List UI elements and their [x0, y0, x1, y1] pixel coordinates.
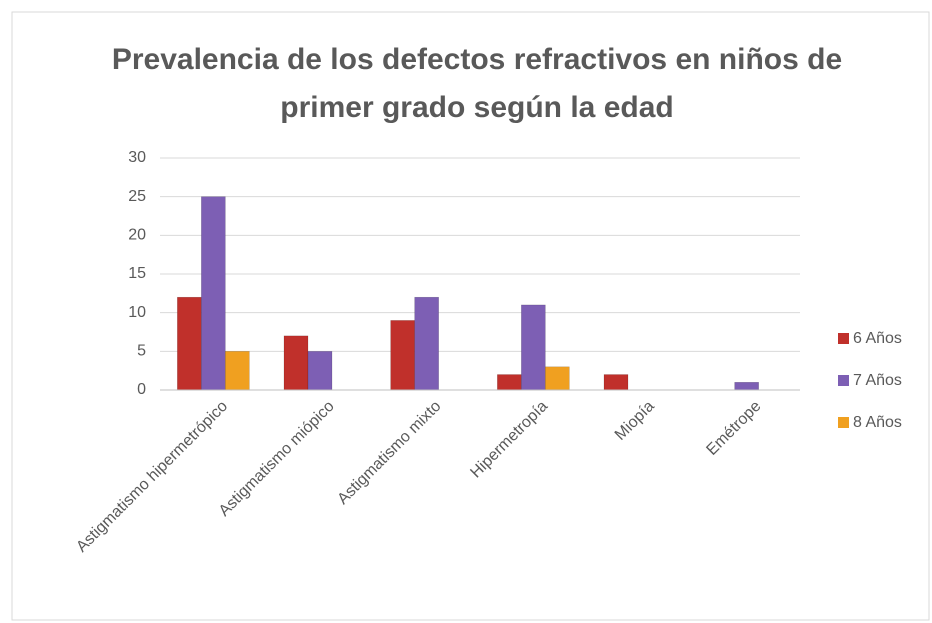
bar	[603, 374, 629, 391]
y-tick-label: 10	[128, 304, 146, 321]
bar	[177, 296, 202, 391]
chart-frame	[11, 11, 930, 621]
bar	[734, 382, 759, 391]
x-tick-label: Hipermetropía	[467, 398, 551, 482]
x-tick-label: Miopía	[612, 398, 658, 444]
x-tick-label: Emétrope	[703, 398, 764, 459]
legend-label: 7 Años	[853, 372, 902, 389]
legend-swatch	[838, 375, 849, 386]
bar	[414, 296, 439, 391]
y-tick-label: 25	[128, 188, 146, 205]
legend-swatch	[838, 333, 849, 344]
bar	[497, 374, 522, 391]
x-tick-label: Astigmatismo mixto	[334, 398, 444, 508]
legend-label: 8 Años	[853, 414, 902, 431]
legend-swatch	[838, 417, 849, 428]
legend-label: 6 Años	[853, 330, 902, 347]
bar	[283, 335, 309, 391]
y-tick-label: 20	[128, 227, 146, 244]
y-tick-label: 15	[128, 265, 146, 282]
x-tick-label: Astigmatismo miópico	[216, 398, 338, 520]
y-tick-label: 0	[137, 381, 146, 398]
y-tick-label: 30	[128, 149, 146, 166]
bar	[307, 351, 333, 391]
x-tick-label: Astigmatismo hipermetrópico	[73, 398, 231, 556]
bar	[521, 304, 546, 391]
bar	[390, 320, 415, 391]
y-tick-label: 5	[137, 343, 146, 360]
bar	[545, 366, 570, 391]
chart-title: Prevalencia de los defectos refractivos …	[111, 43, 843, 124]
bar	[201, 196, 226, 391]
bar	[225, 351, 250, 391]
